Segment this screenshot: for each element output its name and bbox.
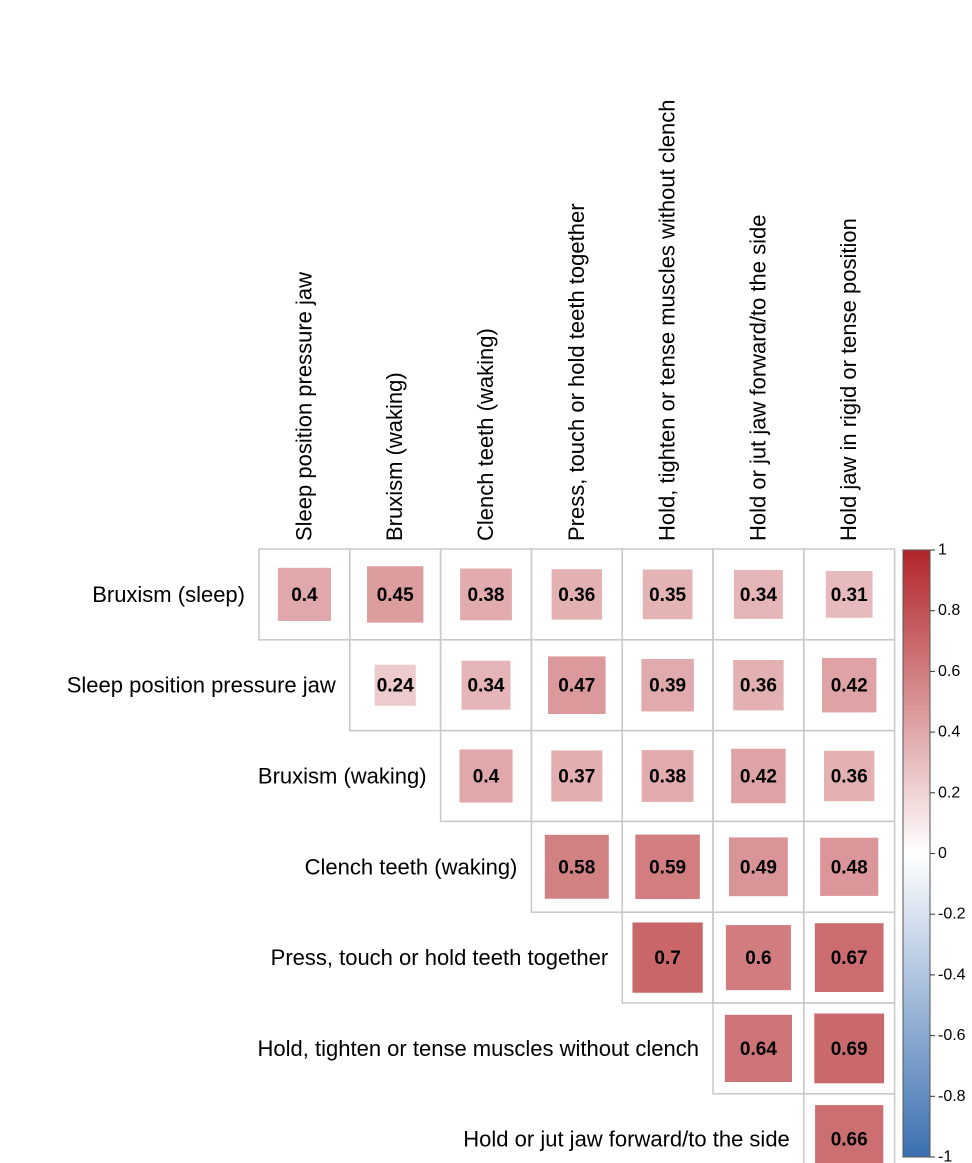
correlation-square — [551, 750, 603, 802]
correlation-value-label: 0.24 — [377, 676, 414, 697]
correlation-square — [825, 571, 873, 618]
correlation-square — [548, 656, 606, 714]
correlation-value-label: 0.66 — [831, 1130, 868, 1151]
colorbar-tick-label: -0.6 — [938, 1027, 966, 1044]
row-label: Hold or jut jaw forward/to the side — [463, 1127, 790, 1152]
correlation-square — [551, 569, 602, 620]
column-label: Clench teeth (waking) — [473, 328, 498, 541]
correlation-square — [731, 748, 786, 804]
correlation-square — [820, 837, 879, 896]
row-label: Press, touch or hold teeth together — [271, 945, 609, 970]
correlation-value-label: 0.4 — [291, 585, 318, 606]
correlation-value-label: 0.42 — [831, 676, 868, 697]
correlation-square — [824, 750, 875, 802]
correlation-square — [729, 837, 788, 897]
correlation-square — [733, 569, 783, 619]
correlation-square — [725, 925, 791, 991]
colorbar-gradient — [902, 549, 931, 1158]
correlation-square — [821, 657, 877, 713]
colorbar-tick-label: -1 — [938, 1149, 952, 1163]
correlation-square — [460, 568, 512, 621]
correlation-square — [724, 1014, 792, 1082]
colorbar-tick-label: 0 — [938, 845, 947, 862]
colorbar-tick-label: 0.4 — [938, 724, 960, 741]
correlation-value-label: 0.31 — [831, 585, 868, 606]
column-labels: Sleep position pressure jaw Bruxism (waki… — [291, 100, 861, 541]
correlation-value-label: 0.36 — [558, 585, 595, 606]
correlation-square — [544, 834, 609, 899]
correlation-value-label: 0.7 — [654, 948, 680, 969]
correlation-value-label: 0.6 — [745, 948, 771, 969]
correlation-value-label: 0.47 — [558, 676, 595, 697]
correlation-value-label: 0.42 — [740, 767, 777, 788]
row-label: Hold, tighten or tense muscles without c… — [258, 1036, 699, 1061]
colorbar: 1 0.8 0.6 0.4 0.2 0 -0.2 -0.4 -0.6 -0.8 -1 — [902, 542, 966, 1163]
colorbar-tick-label: 0.8 — [938, 602, 960, 619]
correlation-value-label: 0.4 — [473, 767, 500, 788]
correlation-value-label: 0.59 — [649, 857, 686, 878]
correlation-value-label: 0.34 — [740, 585, 777, 606]
correlation-square — [814, 923, 884, 992]
colorbar-tick-label: -0.4 — [938, 966, 966, 983]
correlation-value-label: 0.45 — [377, 585, 414, 606]
row-label: Bruxism (sleep) — [92, 582, 245, 607]
correlation-square — [733, 660, 784, 711]
colorbar-tick-label: 1 — [938, 542, 947, 559]
correlation-square — [632, 922, 703, 993]
correlation-square — [635, 834, 700, 900]
correlation-value-label: 0.36 — [831, 767, 868, 788]
correlation-square — [461, 660, 511, 710]
correlation-square — [814, 1013, 885, 1084]
colorbar-tick-label: -0.8 — [938, 1088, 966, 1105]
correlation-value-label: 0.38 — [468, 585, 505, 606]
column-label: Bruxism (waking) — [382, 372, 407, 541]
correlation-value-label: 0.39 — [649, 676, 686, 697]
row-label: Clench teeth (waking) — [305, 854, 518, 879]
correlation-value-label: 0.36 — [740, 676, 777, 697]
colorbar-tick-label: -0.2 — [938, 906, 966, 923]
row-labels: Bruxism (sleep) Sleep position pressure j… — [67, 582, 790, 1152]
correlation-value-label: 0.67 — [831, 948, 868, 969]
correlation-square — [374, 664, 416, 706]
column-label: Sleep position pressure jaw — [291, 272, 316, 541]
correlation-value-label: 0.58 — [558, 857, 595, 878]
correlation-value-label: 0.49 — [740, 857, 777, 878]
correlation-square — [277, 567, 331, 621]
row-label: Bruxism (waking) — [258, 764, 427, 789]
column-label: Hold, tighten or tense muscles without c… — [655, 100, 680, 541]
colorbar-tick-label: 0.6 — [938, 663, 960, 680]
grid-layer — [258, 548, 896, 1163]
correlation-square — [642, 569, 693, 620]
column-label: Hold or jut jaw forward/to the side — [745, 215, 770, 542]
correlation-square — [641, 658, 694, 712]
correlation-values: 0.4 0.45 0.38 0.36 0.35 0.34 0.31 0.24 0.34 0.47 0… — [291, 585, 868, 1151]
correlation-square — [641, 750, 694, 802]
colorbar-tick-label: 0.2 — [938, 784, 960, 801]
correlation-square — [459, 749, 513, 803]
correlation-square — [367, 566, 424, 623]
column-label: Press, touch or hold teeth together — [564, 203, 589, 541]
row-label: Sleep position pressure jaw — [67, 673, 336, 698]
correlation-value-label: 0.37 — [558, 767, 595, 788]
correlation-value-label: 0.64 — [740, 1039, 777, 1060]
column-label: Hold jaw in rigid or tense position — [836, 218, 861, 541]
correlation-square — [815, 1105, 884, 1163]
correlation-value-label: 0.48 — [831, 857, 868, 878]
correlation-value-label: 0.69 — [831, 1039, 868, 1060]
grid-cell — [803, 1093, 896, 1163]
correlation-squares — [277, 566, 885, 1163]
correlation-value-label: 0.34 — [468, 676, 505, 697]
correlation-value-label: 0.35 — [649, 585, 686, 606]
correlation-value-label: 0.38 — [649, 767, 686, 788]
